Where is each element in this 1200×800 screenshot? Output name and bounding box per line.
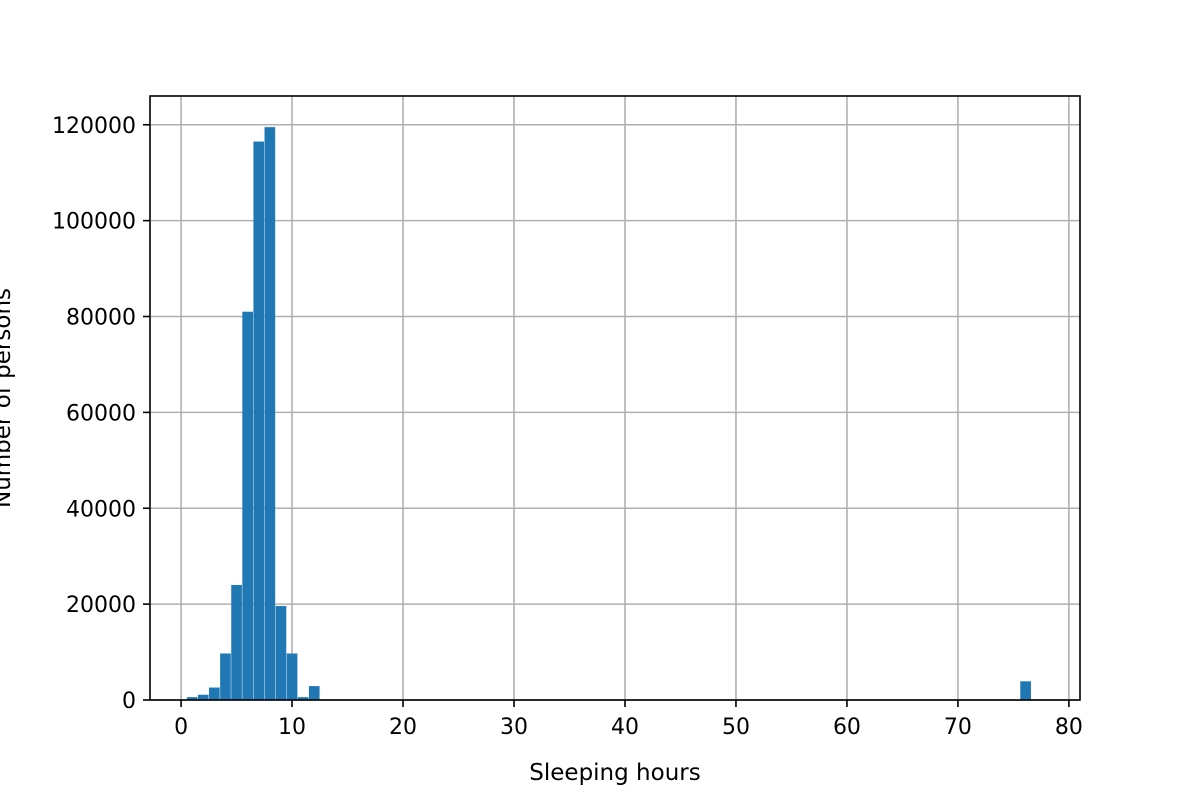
x-tick-label: 80 [1055, 715, 1083, 740]
y-tick-label: 100000 [52, 210, 136, 235]
histogram-bar [231, 584, 242, 700]
x-tick-label: 20 [389, 715, 417, 740]
x-tick-label: 40 [611, 715, 639, 740]
histogram-bar [308, 686, 320, 700]
histogram-bar [253, 141, 265, 701]
y-tick-label: 20000 [66, 593, 136, 618]
histogram-bar [186, 697, 198, 700]
y-tick-label: 0 [122, 689, 136, 714]
histogram-bar [275, 606, 287, 700]
x-axis-title: Sleeping hours [529, 760, 700, 786]
y-tick-label: 60000 [66, 401, 136, 426]
y-tick-label: 40000 [66, 497, 136, 522]
histogram-bar [220, 653, 231, 700]
histogram-bar [297, 697, 309, 700]
histogram-bar [209, 687, 220, 700]
x-tick-label: 0 [174, 715, 188, 740]
histogram-bar [1020, 681, 1031, 700]
grid-lines [150, 96, 1080, 701]
axis-ticks: 0 10 20 30 40 50 60 70 80 0 20000 40000 60000 80000 10… [52, 114, 1083, 740]
x-tick-label: 60 [833, 715, 861, 740]
x-tick-label: 10 [278, 715, 306, 740]
histogram-bar [197, 694, 209, 700]
plot-frame [149, 95, 1081, 701]
histogram-bar [286, 653, 298, 700]
y-tick-label: 120000 [52, 114, 136, 139]
y-axis-title: Number of persons [0, 288, 16, 508]
x-tick-label: 50 [722, 715, 750, 740]
x-tick-label: 30 [500, 715, 528, 740]
histogram-bars [186, 127, 1031, 701]
histogram-bar [242, 311, 253, 700]
x-tick-label: 70 [944, 715, 972, 740]
histogram-bar [264, 127, 276, 700]
y-tick-label: 80000 [66, 306, 136, 331]
